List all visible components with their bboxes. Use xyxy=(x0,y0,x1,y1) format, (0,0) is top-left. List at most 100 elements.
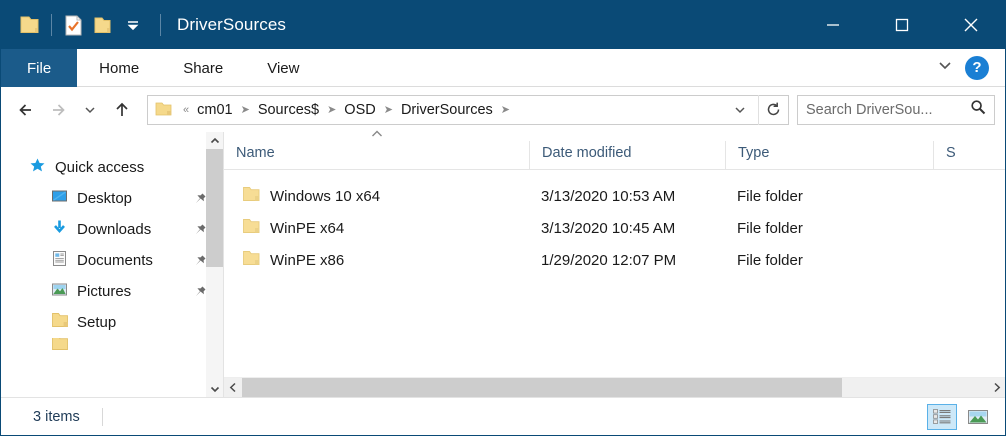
column-header-type[interactable]: Type xyxy=(725,141,933,169)
quick-access-toolbar xyxy=(1,10,167,40)
title-bar: DriverSources xyxy=(1,1,1005,49)
scroll-left-icon[interactable] xyxy=(224,378,242,397)
file-date: 1/29/2020 12:07 PM xyxy=(541,251,677,269)
status-separator xyxy=(101,407,103,426)
forward-button xyxy=(43,95,73,125)
pin-icon[interactable] xyxy=(193,223,207,237)
documents-icon xyxy=(51,250,68,272)
up-button[interactable] xyxy=(107,95,137,125)
maximize-button[interactable] xyxy=(867,1,936,49)
file-list-pane: Name Date modified Type S xyxy=(224,130,1005,397)
breadcrumb-item-sources[interactable]: Sources$ xyxy=(257,101,320,118)
sidebar-item-partial[interactable] xyxy=(1,338,223,352)
recent-locations-chevron-icon[interactable] xyxy=(75,95,105,125)
pin-icon[interactable] xyxy=(193,254,207,268)
sidebar-item-pictures[interactable]: Pictures xyxy=(1,276,223,307)
sidebar-label: Downloads xyxy=(77,221,152,238)
sidebar-item-desktop[interactable]: Desktop xyxy=(1,183,223,214)
table-row[interactable]: WinPE x86 1/29/2020 12:07 PM File folder xyxy=(224,244,1005,276)
file-name: Windows 10 x64 xyxy=(270,187,381,205)
navigation-list: Quick access Desktop xyxy=(1,132,223,352)
column-label: Name xyxy=(236,145,275,161)
scrollbar-track[interactable] xyxy=(242,378,987,397)
breadcrumb-item-osd[interactable]: OSD xyxy=(344,101,376,118)
new-folder-icon[interactable] xyxy=(88,10,118,40)
tab-view[interactable]: View xyxy=(267,59,300,77)
folder-icon xyxy=(242,186,260,206)
scroll-down-icon[interactable] xyxy=(209,380,221,397)
toolbar-separator xyxy=(51,14,52,36)
horizontal-scrollbar[interactable] xyxy=(224,377,1005,397)
breadcrumb-item-driversources[interactable]: DriverSources xyxy=(400,101,493,118)
sidebar-item-setup[interactable]: Setup xyxy=(1,307,223,338)
ribbon-right-controls: ? xyxy=(935,49,1005,86)
folder-icon xyxy=(51,338,68,352)
scrollbar-thumb[interactable] xyxy=(206,149,223,267)
help-icon[interactable]: ? xyxy=(965,55,989,80)
file-rows: Windows 10 x64 3/13/2020 10:53 AM File f… xyxy=(224,170,1005,377)
folder-icon xyxy=(242,250,260,270)
breadcrumb-item-cm01[interactable]: cm01 xyxy=(197,101,233,118)
tab-share[interactable]: Share xyxy=(183,59,224,77)
navigation-scrollbar[interactable] xyxy=(206,132,223,397)
file-name-cell[interactable]: WinPE x86 xyxy=(224,250,529,270)
toolbar-separator-2 xyxy=(160,14,161,36)
search-box[interactable]: Search DriverSou... xyxy=(797,94,995,125)
item-count: 3 items xyxy=(33,408,80,425)
tab-file[interactable]: File xyxy=(1,49,78,87)
window-title: DriverSources xyxy=(177,15,286,34)
file-type: File folder xyxy=(737,187,803,205)
scroll-right-icon[interactable] xyxy=(987,378,1005,397)
large-icons-view-button[interactable] xyxy=(963,404,993,430)
column-header-date-modified[interactable]: Date modified xyxy=(529,141,725,169)
sidebar-label: Pictures xyxy=(77,283,132,300)
search-icon[interactable] xyxy=(970,99,986,120)
sidebar-item-downloads[interactable]: Downloads xyxy=(1,214,223,245)
pictures-icon xyxy=(51,281,68,303)
pane-divider[interactable] xyxy=(223,132,224,397)
scrollbar-thumb[interactable] xyxy=(242,378,842,397)
sidebar-label: Setup xyxy=(77,314,117,331)
breadcrumb-sep-4[interactable]: ➤ xyxy=(500,104,511,116)
sidebar-item-documents[interactable]: Documents xyxy=(1,245,223,276)
column-headers: Name Date modified Type S xyxy=(224,130,1005,170)
search-input[interactable]: Search DriverSou... xyxy=(806,101,933,118)
properties-icon[interactable] xyxy=(58,10,88,40)
breadcrumb-sep-3[interactable]: ➤ xyxy=(383,104,393,116)
column-header-size[interactable]: S xyxy=(933,141,993,169)
pin-icon[interactable] xyxy=(193,192,207,206)
sidebar-label: Desktop xyxy=(77,190,133,207)
folder-icon xyxy=(242,218,260,238)
breadcrumb-sep-1[interactable]: ➤ xyxy=(240,104,250,116)
table-row[interactable]: WinPE x64 3/13/2020 10:45 AM File folder xyxy=(224,212,1005,244)
file-name-cell[interactable]: Windows 10 x64 xyxy=(224,186,529,206)
desktop-icon xyxy=(51,188,68,210)
refresh-icon[interactable] xyxy=(758,94,788,125)
status-bar: 3 items xyxy=(1,397,1005,435)
pin-icon[interactable] xyxy=(193,285,207,299)
scroll-up-icon[interactable] xyxy=(209,132,221,149)
breadcrumb-overflow[interactable]: « xyxy=(183,103,190,116)
tab-home[interactable]: Home xyxy=(99,59,140,77)
breadcrumb-sep-2[interactable]: ➤ xyxy=(327,104,337,116)
file-name: WinPE x64 xyxy=(270,219,345,237)
folder-icon xyxy=(51,312,68,333)
star-icon xyxy=(29,157,46,179)
details-view-button[interactable] xyxy=(927,403,957,430)
file-name-cell[interactable]: WinPE x64 xyxy=(224,218,529,238)
close-button[interactable] xyxy=(936,1,1005,49)
column-header-name[interactable]: Name xyxy=(224,130,529,169)
breadcrumb[interactable]: « cm01 ➤ Sources$ ➤ OSD ➤ DriverSources … xyxy=(147,94,789,125)
expand-ribbon-chevron-icon[interactable] xyxy=(935,55,955,80)
back-button[interactable] xyxy=(11,95,41,125)
breadcrumb-dropdown-icon[interactable] xyxy=(722,102,758,118)
table-row[interactable]: Windows 10 x64 3/13/2020 10:53 AM File f… xyxy=(224,180,1005,212)
minimize-button[interactable] xyxy=(798,1,867,49)
sidebar-item-quick-access[interactable]: Quick access xyxy=(1,152,223,183)
navigation-pane: Quick access Desktop xyxy=(1,132,223,397)
sidebar-label: Documents xyxy=(77,252,153,269)
file-type: File folder xyxy=(737,219,803,237)
folder-icon[interactable] xyxy=(15,10,45,40)
customize-chevron-icon[interactable] xyxy=(118,10,148,40)
